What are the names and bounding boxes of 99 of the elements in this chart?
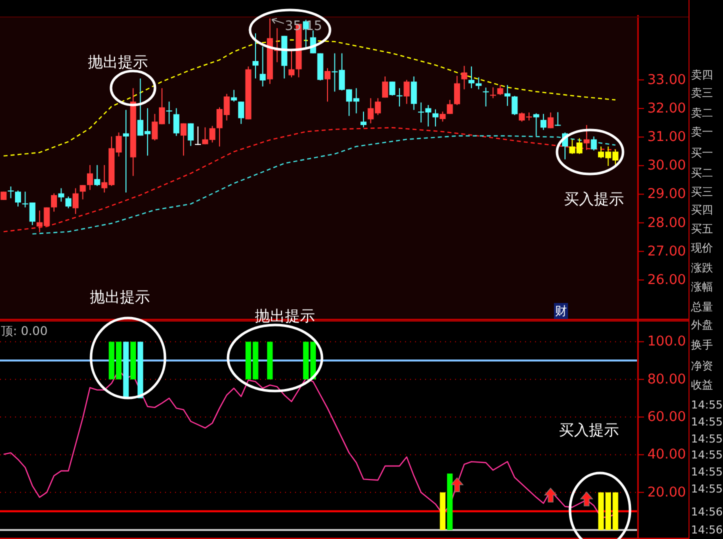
candlestick [14,190,21,208]
text: 卖二 [691,106,713,120]
y-tick-label: 32.00 [647,100,686,116]
candlestick [504,84,510,106]
line-series [3,39,616,157]
candlestick [65,196,72,209]
bar [138,342,144,398]
text: 总量 [690,300,713,314]
y-tick-label: 20.00 [647,484,686,500]
point [580,492,593,506]
candlestick [173,108,180,136]
candlestick [360,111,366,128]
bar [267,342,273,380]
annotation: 顶: 0.00 [1,324,48,338]
text: 现价 [691,242,713,254]
text: 买二 [691,166,713,180]
text: 14:56 [691,524,723,536]
candlestick [446,99,453,114]
text: 买一 [691,146,713,160]
y-tick-label: 33.00 [647,72,686,88]
text: 14:55 [691,482,723,496]
candlestick [461,65,468,90]
candlestick [404,79,410,104]
text: 收益 [691,378,713,392]
text: 卖一 [691,126,713,138]
text: 14:55 [691,466,723,478]
candlestick [86,164,93,190]
y-tick-label: 80.00 [647,371,686,388]
text: 买三 [691,186,713,198]
candlestick [260,46,266,87]
text: 换手 [691,338,713,352]
bar [440,492,446,530]
candlestick [468,66,474,89]
text: 14:55 [691,432,723,446]
bar [123,342,129,398]
text: 涨幅 [691,280,713,294]
candlestick [533,112,540,136]
candlestick [396,88,402,107]
candlestick [584,124,590,150]
annotation: 买入提示 [564,190,624,208]
candlestick [410,76,417,110]
candlestick [194,126,201,146]
y-tick-label: 100.0 [647,334,686,350]
candlestick [554,112,561,126]
y-tick-label: 60.00 [647,409,686,426]
y-tick-label: 28.00 [647,214,686,231]
text: 14:56 [691,506,723,518]
candlestick [230,89,237,102]
annotation: 抛出提示 [88,53,148,71]
candlestick [590,136,597,151]
y-tick-label: 30.00 [647,158,686,174]
y-tick-label: 40.00 [647,446,686,463]
annotation: 买入提示 [559,421,619,439]
candlestick [382,76,388,98]
text: 外盘 [691,318,713,332]
y-tick-label: 27.00 [647,243,686,260]
candlestick [50,192,57,212]
text: 买四 [691,204,713,216]
candlestick [482,87,489,107]
candlestick [122,109,129,194]
y-tick-label: 31.00 [647,129,686,146]
text: 14:55 [691,416,723,428]
candlestick [324,68,330,102]
point [544,488,557,502]
y-tick-label: 29.00 [647,186,686,202]
candlestick [512,95,518,116]
y-tick-label: 26.00 [647,272,686,288]
bar [303,342,309,380]
text: 净资 [691,360,713,372]
candlestick [389,81,396,96]
annotation: 抛出提示 [90,288,150,306]
candlestick [548,112,554,129]
candlestick [188,122,194,146]
text: 14:55 [691,448,723,462]
candlestick [288,49,295,78]
candlestick [8,186,14,199]
candlestick [94,164,100,186]
text: 卖三 [691,86,713,100]
candlestick [180,122,187,156]
candlestick [72,188,79,214]
candlestick [454,75,460,106]
candlestick [252,32,259,79]
text: 买五 [691,222,713,236]
candlestick [490,86,496,99]
candlestick [58,188,64,202]
candlestick [440,111,446,122]
bar [447,474,453,530]
candlestick [540,113,546,130]
text: 涨跌 [691,262,713,274]
text: 卖四 [691,68,713,82]
candlestick [238,101,244,124]
point [450,477,464,492]
candlestick [432,108,438,127]
text: 14:55 [691,398,723,412]
candlestick [497,84,504,96]
candlestick [476,76,482,90]
bar [130,342,136,380]
candlestick [166,101,172,124]
candlestick [80,184,86,200]
